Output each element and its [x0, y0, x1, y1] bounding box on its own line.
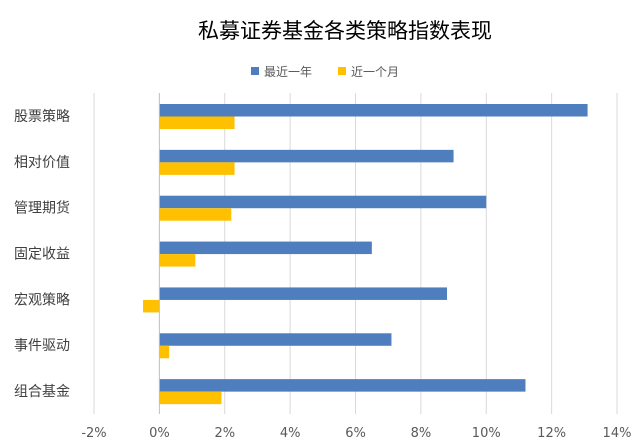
bar-last-year — [159, 104, 588, 117]
category-label: 宏观策略 — [14, 291, 70, 308]
x-tick-label: 10% — [472, 426, 501, 441]
bar-last-month — [159, 116, 235, 129]
bar-last-month — [143, 299, 160, 313]
bar-last-month — [159, 345, 170, 359]
legend-swatch — [338, 67, 346, 75]
category-label: 事件驱动 — [14, 338, 70, 354]
legend: 最近一年 近一个月 — [251, 65, 399, 79]
bar-last-year — [159, 379, 526, 392]
bar-last-month — [159, 391, 222, 405]
bar-last-year — [159, 287, 448, 300]
category-label: 固定收益 — [14, 247, 70, 263]
bar-last-month — [159, 208, 232, 221]
x-tick-label: 8% — [411, 426, 432, 441]
x-tick-label: 6% — [345, 426, 366, 441]
bars — [143, 104, 588, 405]
category-label: 相对价值 — [14, 155, 70, 171]
x-tick-label: 0% — [149, 426, 170, 441]
x-axis-ticks: -2% 0% 2% 4% 6% 8% 10% 12% 14% — [81, 426, 631, 441]
chart-title: 私募证券基金各类策略指数表现 — [198, 19, 492, 43]
x-tick-label: 2% — [214, 426, 235, 441]
bar-last-year — [159, 241, 372, 255]
category-label: 管理期货 — [14, 200, 70, 217]
x-tick-label: 12% — [537, 426, 566, 441]
x-tick-label: -2% — [81, 426, 106, 441]
category-label: 组合基金 — [14, 383, 70, 400]
legend-label: 最近一年 — [264, 65, 312, 79]
category-label: 股票策略 — [14, 108, 70, 125]
legend-swatch — [251, 67, 259, 75]
bar-last-month — [159, 162, 235, 175]
x-tick-label: 4% — [280, 426, 301, 441]
bar-last-month — [159, 254, 196, 267]
x-tick-label: 14% — [603, 426, 632, 441]
bar-last-year — [159, 149, 454, 163]
bar-last-year — [159, 195, 487, 209]
legend-label: 近一个月 — [351, 65, 399, 79]
bar-last-year — [159, 333, 392, 346]
